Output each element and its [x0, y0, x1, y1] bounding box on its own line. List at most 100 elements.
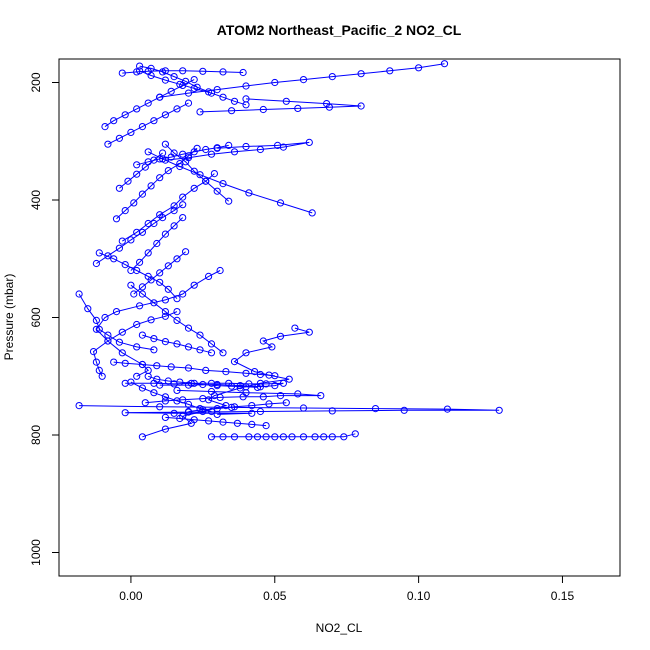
data-point	[184, 324, 193, 332]
data-point	[228, 382, 236, 390]
data-point	[230, 97, 239, 105]
series-line-18	[107, 102, 189, 145]
series-line-19	[104, 79, 195, 128]
data-point	[219, 418, 227, 426]
data-point	[279, 379, 287, 387]
data-point	[130, 199, 138, 207]
data-point	[159, 149, 167, 157]
data-point	[288, 433, 296, 441]
data-point	[150, 346, 158, 354]
data-point	[133, 228, 141, 236]
data-point	[138, 228, 146, 236]
data-point	[253, 383, 262, 391]
data-point	[299, 433, 308, 441]
data-point	[173, 295, 181, 303]
data-point	[138, 123, 146, 131]
data-point	[305, 328, 313, 336]
data-point	[222, 368, 230, 376]
data-point	[104, 252, 112, 260]
data-point	[199, 406, 207, 414]
data-point	[167, 363, 175, 371]
data-point	[274, 141, 282, 149]
series-line-11	[96, 204, 183, 264]
data-point	[156, 174, 164, 182]
series-line-33	[188, 402, 287, 412]
y-axis-label: Pressure (mbar)	[2, 274, 16, 361]
data-point	[184, 400, 193, 408]
data-point	[144, 219, 152, 228]
data-point	[95, 325, 103, 333]
series-line-27	[148, 375, 258, 388]
data-point	[271, 433, 279, 441]
data-point	[147, 316, 155, 324]
data-point	[115, 244, 124, 252]
data-point	[196, 331, 204, 339]
data-point	[265, 400, 273, 408]
data-point	[138, 283, 146, 291]
data-point	[161, 413, 169, 421]
data-point	[179, 214, 187, 222]
data-point	[193, 83, 201, 91]
data-point	[207, 150, 216, 158]
x-axis: 0.00 0.05 0.10 0.15	[119, 575, 574, 603]
data-point	[279, 433, 287, 441]
data-point	[248, 420, 256, 428]
data-point	[115, 338, 124, 346]
x-tick-label: 0.10	[407, 589, 431, 603]
data-point	[213, 144, 221, 152]
data-point	[92, 316, 101, 324]
series-line-13	[116, 147, 198, 220]
data-point	[495, 406, 503, 414]
data-point	[161, 140, 169, 148]
data-point	[190, 76, 198, 84]
data-point	[138, 433, 146, 441]
data-point	[173, 105, 181, 113]
data-point	[101, 313, 109, 322]
data-point	[207, 407, 216, 416]
data-point	[130, 290, 138, 298]
data-point	[245, 189, 253, 197]
data-point	[127, 236, 135, 244]
data-point	[104, 140, 112, 148]
data-point	[230, 358, 239, 366]
series-line-16	[136, 144, 229, 166]
data-point	[282, 97, 290, 105]
series-line-5	[125, 382, 284, 388]
data-point	[164, 262, 172, 270]
data-point	[205, 272, 213, 280]
data-point	[213, 86, 221, 94]
y-tick-label: 800	[29, 425, 43, 445]
data-point	[133, 105, 141, 113]
data-point	[112, 215, 121, 223]
data-point	[196, 108, 204, 116]
data-point	[150, 389, 158, 397]
data-point	[124, 177, 132, 185]
data-point	[153, 239, 161, 248]
data-point	[328, 433, 336, 441]
data-point	[213, 187, 221, 195]
data-point	[98, 372, 106, 380]
data-point	[118, 349, 126, 357]
data-point	[133, 343, 141, 351]
data-point	[75, 290, 83, 298]
data-point	[228, 107, 236, 115]
data-point	[256, 370, 264, 379]
data-point	[161, 308, 169, 316]
series-line-4	[145, 389, 321, 404]
data-point	[340, 433, 348, 441]
data-point	[202, 145, 210, 154]
data-point	[230, 403, 239, 411]
data-point	[150, 299, 158, 307]
data-point	[153, 375, 161, 383]
data-point	[150, 335, 158, 343]
data-point	[138, 190, 146, 198]
x-tick-label: 0.00	[119, 589, 143, 603]
data-point	[205, 88, 213, 96]
data-point	[207, 387, 216, 396]
data-point	[170, 202, 178, 210]
data-point	[219, 68, 227, 76]
series-line-3	[79, 405, 500, 415]
data-point	[202, 366, 210, 374]
data-point	[141, 399, 149, 407]
data-point	[144, 372, 152, 380]
